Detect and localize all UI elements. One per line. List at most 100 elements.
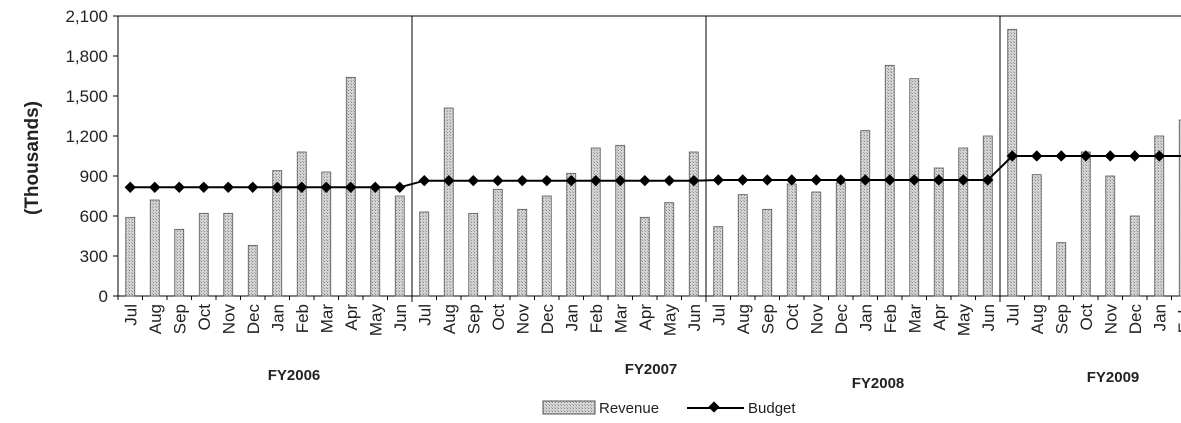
- revenue-bar: [737, 194, 748, 297]
- x-tick-label: Dec: [832, 304, 851, 335]
- x-tick-label: Apr: [636, 304, 655, 331]
- revenue-bar: [223, 212, 234, 297]
- y-tick-label: 0: [99, 287, 108, 306]
- budget-marker: [541, 174, 553, 187]
- x-tick-label: Feb: [1175, 304, 1181, 333]
- x-tick-label: Aug: [1028, 304, 1047, 334]
- budget-marker: [271, 181, 283, 193]
- budget-marker: [663, 174, 675, 187]
- fiscal-year-label: FY2009: [1087, 369, 1140, 386]
- x-tick-label: Jun: [685, 304, 704, 331]
- budget-marker: [933, 174, 945, 186]
- revenue-bar: [811, 191, 822, 297]
- revenue-bar: [541, 195, 552, 297]
- revenue-bar: [394, 195, 405, 297]
- revenue-bar: [149, 199, 160, 297]
- budget-marker: [149, 181, 161, 193]
- revenue-bar: [1154, 135, 1165, 297]
- budget-marker: [492, 174, 504, 187]
- budget-marker: [1055, 150, 1067, 162]
- budget-marker: [1129, 150, 1141, 162]
- revenue-bar: [909, 78, 920, 297]
- fiscal-year-label: FY2006: [268, 367, 321, 384]
- budget-marker: [1104, 150, 1116, 162]
- revenue-bars: [125, 28, 1181, 297]
- budget-marker: [222, 181, 234, 193]
- x-tick-label: Oct: [489, 304, 508, 331]
- budget-marker: [810, 174, 822, 186]
- budget-marker: [761, 174, 773, 186]
- budget-marker: [957, 174, 969, 186]
- x-tick-label: Mar: [611, 304, 630, 334]
- x-tick-label: Feb: [293, 304, 312, 333]
- revenue-bar: [1007, 28, 1018, 297]
- revenue-bar: [198, 212, 209, 297]
- x-tick-label: Sep: [758, 304, 777, 334]
- revenue-bar: [688, 151, 699, 297]
- budget-marker: [982, 174, 994, 186]
- budget-marker: [786, 174, 798, 186]
- revenue-bar: [1178, 119, 1181, 297]
- budget-marker: [712, 174, 724, 186]
- x-tick-label: Apr: [930, 304, 949, 331]
- revenue-bar: [860, 130, 871, 297]
- x-tick-label: Feb: [587, 304, 606, 333]
- revenue-bar: [566, 172, 577, 297]
- revenue-bar: [1105, 175, 1116, 297]
- x-tick-label: Jan: [562, 304, 581, 331]
- x-tick-label: Jan: [856, 304, 875, 331]
- x-tick-label: May: [660, 304, 679, 337]
- x-tick-label: May: [366, 304, 385, 337]
- revenue-bar: [713, 226, 724, 297]
- revenue-bar: [958, 147, 969, 297]
- revenue-bar: [639, 216, 650, 297]
- x-tick-label: Aug: [734, 304, 753, 334]
- revenue-bar: [835, 182, 846, 297]
- x-tick-label: Mar: [905, 304, 924, 334]
- revenue-bar: [492, 188, 503, 297]
- budget-marker: [369, 181, 381, 193]
- x-tick-label: Nov: [807, 304, 826, 335]
- revenue-bar: [590, 147, 601, 297]
- x-tick-label: Jan: [1150, 304, 1169, 331]
- legend-budget-label: Budget: [748, 400, 796, 417]
- x-tick-label: Aug: [440, 304, 459, 334]
- x-tick-label: Nov: [513, 304, 532, 335]
- budget-marker: [394, 181, 406, 193]
- budget-line-path: [130, 155, 1181, 189]
- y-tick-label: 1,200: [65, 127, 108, 146]
- x-tick-label: Jul: [709, 304, 728, 326]
- budget-marker: [835, 174, 847, 186]
- x-tick-label: Sep: [170, 304, 189, 334]
- legend-revenue-swatch: [542, 400, 596, 415]
- revenue-bar: [1080, 151, 1091, 297]
- x-tick-label: Oct: [1077, 304, 1096, 331]
- budget-line: [124, 150, 1181, 193]
- x-tick-label: Jan: [268, 304, 287, 331]
- budget-marker: [884, 174, 896, 186]
- budget-marker: [345, 181, 357, 193]
- x-tick-label: Jul: [415, 304, 434, 326]
- revenue-bar: [174, 228, 185, 297]
- revenue-bar: [762, 208, 773, 297]
- budget-marker: [320, 181, 332, 193]
- budget-marker: [173, 181, 185, 193]
- fiscal-year-label: FY2008: [852, 375, 905, 392]
- legend-revenue-label: Revenue: [599, 400, 659, 417]
- revenue-bar: [1031, 174, 1042, 297]
- budget-marker: [467, 174, 479, 187]
- y-tick-label: 900: [80, 167, 108, 186]
- budget-marker: [908, 174, 920, 186]
- x-tick-label: Dec: [538, 304, 557, 335]
- budget-marker: [198, 181, 210, 193]
- revenue-bar: [272, 170, 283, 297]
- budget-marker: [1006, 150, 1018, 162]
- revenue-bar: [786, 183, 797, 297]
- legend: Revenue Budget: [542, 400, 796, 417]
- revenue-bar: [664, 202, 675, 297]
- budget-marker: [1031, 150, 1043, 162]
- y-tick-label: 300: [80, 247, 108, 266]
- revenue-bar: [321, 171, 332, 297]
- x-tick-label: Nov: [1101, 304, 1120, 335]
